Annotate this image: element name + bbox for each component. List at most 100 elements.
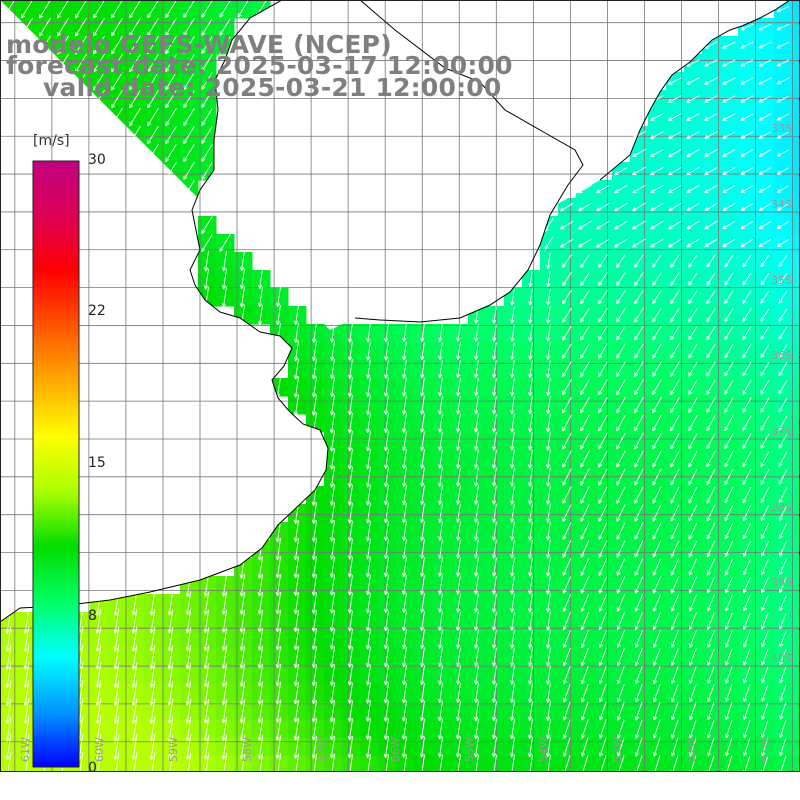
lon-label: 58W (241, 737, 255, 762)
wind-arrow (545, 449, 551, 469)
wind-arrow (722, 95, 736, 103)
wind-arrow (652, 397, 662, 414)
wind-arrow (652, 325, 662, 341)
wind-arrow (632, 238, 646, 248)
wind-arrow (616, 504, 626, 522)
wind-arrow (420, 359, 425, 379)
wind-arrow (668, 184, 682, 194)
wind-arrow (562, 307, 572, 323)
wind-arrow (165, 126, 177, 145)
wind-arrow (778, 469, 788, 485)
wind-arrow (616, 343, 626, 359)
wind-arrow (474, 377, 479, 397)
wind-arrow (528, 306, 533, 324)
wind-arrow (778, 451, 788, 467)
wind-arrow (688, 432, 698, 450)
wind-arrow (527, 431, 533, 451)
wind-arrow (560, 202, 574, 212)
wind-arrow (778, 308, 788, 322)
wind-arrow (129, 35, 141, 55)
wind-arrow (580, 289, 590, 305)
wind-arrow (686, 95, 700, 103)
wind-arrow (580, 307, 590, 323)
wind-arrow (598, 468, 608, 486)
wind-arrow (670, 343, 680, 359)
wind-arrow (437, 413, 443, 433)
wind-arrow (598, 504, 608, 522)
wind-arrow (706, 504, 716, 522)
wind-arrow (165, 18, 177, 37)
wind-arrow (616, 432, 626, 450)
wind-arrow (347, 377, 353, 398)
wind-arrow (634, 504, 644, 522)
wind-arrow (455, 413, 461, 433)
wind-arrow (473, 431, 479, 451)
wind-arrow (419, 503, 425, 523)
wind-arrow (546, 342, 551, 360)
wind-arrow (275, 520, 282, 543)
wind-arrow (598, 361, 608, 377)
wind-arrow (383, 449, 389, 470)
wind-arrow (632, 148, 646, 158)
wind-arrow (742, 361, 752, 377)
wind-arrow (347, 502, 353, 524)
wind-arrow (456, 377, 461, 397)
wind-arrow (528, 342, 533, 360)
wind-arrow (598, 522, 608, 540)
wind-arrow (183, 90, 195, 108)
wind-arrow (437, 467, 443, 487)
wind-arrow (239, 268, 245, 290)
wind-arrow (652, 540, 662, 558)
wind-arrow (311, 556, 318, 578)
wind-arrow (724, 540, 734, 558)
wind-arrow (668, 149, 682, 158)
wind-arrow (402, 324, 407, 343)
wind-arrow (420, 341, 425, 361)
wind-arrow (706, 468, 716, 486)
wind-arrow (742, 379, 752, 395)
wind-arrow (652, 450, 662, 468)
wind-arrow (111, 107, 123, 127)
wind-arrow (365, 538, 371, 560)
wind-arrow (634, 343, 644, 359)
wind-arrow (492, 342, 497, 360)
wind-arrow (616, 522, 626, 540)
wind-arrow (473, 413, 479, 433)
wind-arrow (760, 308, 770, 322)
wind-arrow (56, 0, 69, 19)
wind-arrow (56, 35, 69, 55)
wind-arrow (652, 468, 662, 486)
wind-arrow (491, 503, 497, 523)
lat-label: 37S (771, 424, 792, 438)
wind-arrow (562, 450, 572, 468)
wind-arrow (383, 557, 389, 578)
wind-cell (792, 666, 800, 685)
wind-arrow (545, 503, 551, 523)
wind-arrow (455, 431, 461, 451)
wind-arrow (778, 255, 788, 268)
wind-arrow (311, 502, 318, 524)
wind-arrow (473, 467, 479, 487)
wind-arrow (347, 466, 353, 488)
wind-arrow (724, 468, 734, 486)
wind-arrow (201, 234, 213, 253)
wind-arrow (111, 89, 123, 109)
wind-arrow (742, 540, 752, 558)
wind-arrow (201, 90, 213, 108)
wind-arrow (474, 324, 479, 342)
wind-arrow (329, 412, 335, 434)
wind-arrow (760, 415, 770, 431)
wind-arrow (580, 254, 590, 268)
wind-arrow (596, 184, 610, 194)
wind-arrow (221, 250, 227, 272)
wind-arrow (580, 343, 590, 359)
wind-arrow (652, 522, 662, 540)
wind-arrow (724, 504, 734, 522)
wind-arrow (239, 251, 245, 272)
wind-arrow (165, 0, 177, 19)
wind-arrow (510, 342, 515, 360)
wind-arrow (598, 379, 608, 396)
wind-arrow (510, 360, 515, 379)
wind-arrow (650, 166, 664, 176)
wind-arrow (740, 185, 754, 193)
